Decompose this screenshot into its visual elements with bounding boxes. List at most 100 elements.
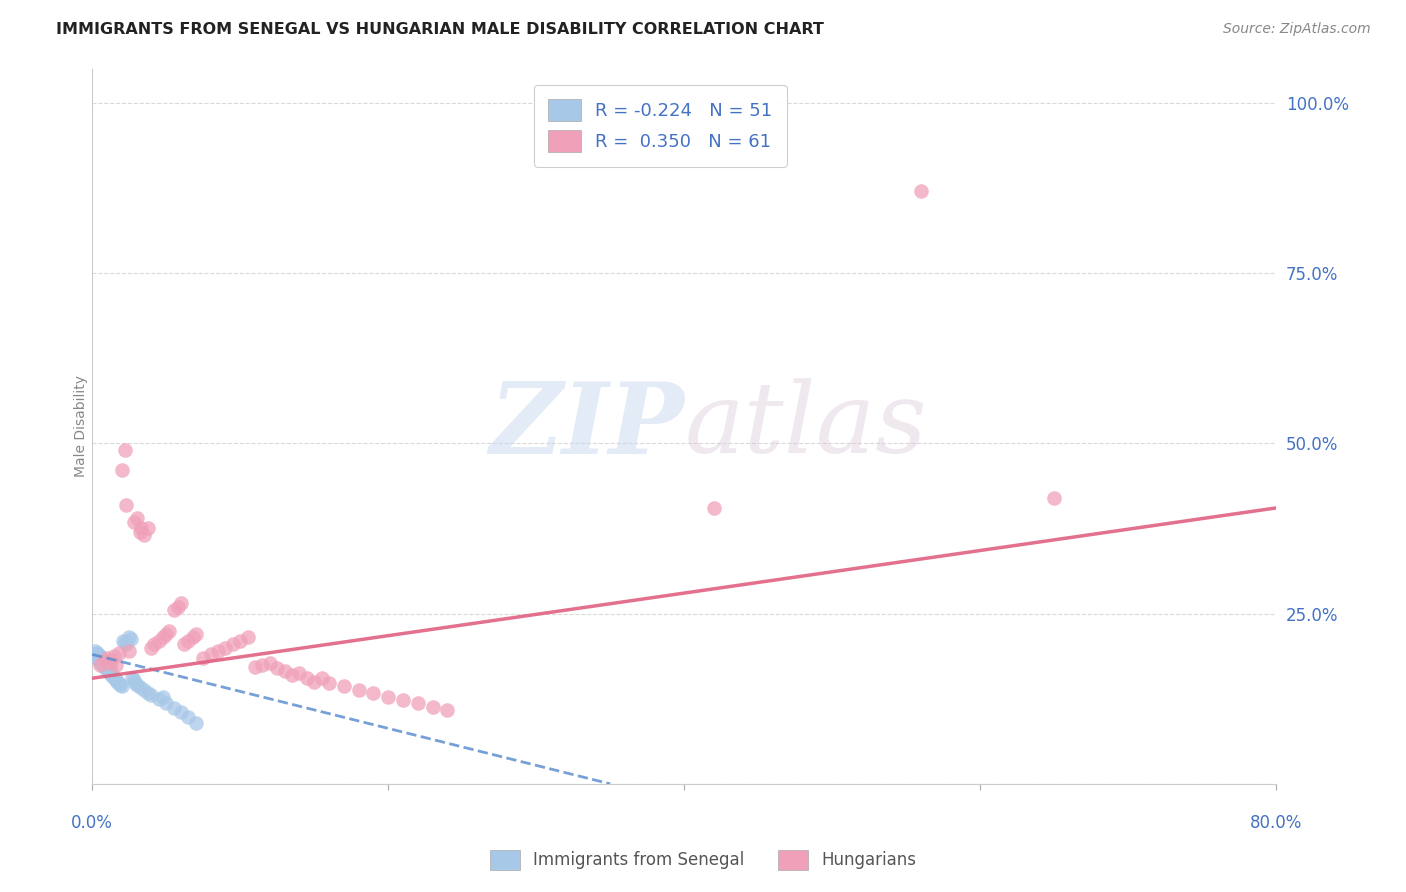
Point bbox=[100, 653, 122, 667]
Point bbox=[98, 661, 121, 675]
Point bbox=[148, 691, 170, 706]
Point bbox=[121, 671, 143, 685]
Point bbox=[200, 648, 222, 662]
Point bbox=[97, 665, 120, 679]
Point bbox=[103, 671, 125, 685]
Point bbox=[236, 631, 259, 645]
Point bbox=[84, 644, 107, 658]
Point bbox=[87, 652, 110, 666]
Point bbox=[89, 657, 111, 672]
Point bbox=[138, 521, 160, 535]
Point bbox=[138, 686, 160, 700]
Point bbox=[112, 633, 135, 648]
Point bbox=[118, 631, 141, 645]
Point bbox=[155, 627, 177, 641]
Point bbox=[89, 648, 111, 663]
Point bbox=[170, 706, 193, 720]
Point bbox=[98, 666, 121, 681]
Point bbox=[104, 657, 127, 672]
Point bbox=[86, 646, 108, 660]
Point bbox=[222, 637, 245, 651]
Point bbox=[207, 644, 229, 658]
Legend: R = -0.224   N = 51, R =  0.350   N = 61: R = -0.224 N = 51, R = 0.350 N = 61 bbox=[534, 85, 787, 167]
Point bbox=[128, 680, 150, 694]
Point bbox=[108, 676, 131, 690]
Point bbox=[184, 715, 207, 730]
Point bbox=[118, 644, 141, 658]
Point bbox=[318, 676, 340, 690]
Point bbox=[406, 697, 429, 711]
Point bbox=[162, 700, 184, 714]
Point bbox=[93, 654, 115, 668]
Point bbox=[86, 650, 108, 665]
Point bbox=[104, 673, 127, 687]
Point bbox=[125, 678, 148, 692]
Point bbox=[363, 686, 385, 700]
Point bbox=[120, 632, 142, 647]
Point bbox=[229, 633, 252, 648]
Point bbox=[155, 697, 177, 711]
Point bbox=[122, 673, 145, 688]
Point bbox=[132, 528, 155, 542]
Point bbox=[157, 624, 180, 638]
Legend: Immigrants from Senegal, Hungarians: Immigrants from Senegal, Hungarians bbox=[484, 843, 922, 877]
Point bbox=[83, 648, 105, 662]
Point bbox=[141, 640, 163, 655]
Point bbox=[132, 682, 155, 697]
Point bbox=[100, 668, 122, 682]
Point bbox=[181, 631, 204, 645]
Point bbox=[97, 659, 120, 673]
Point bbox=[98, 656, 121, 670]
Point bbox=[108, 646, 131, 660]
Point bbox=[110, 678, 132, 692]
Point bbox=[273, 665, 295, 679]
Point bbox=[94, 656, 117, 670]
Point bbox=[105, 674, 128, 689]
Point bbox=[101, 669, 124, 683]
Point bbox=[103, 648, 125, 663]
Point bbox=[436, 703, 458, 717]
Point bbox=[111, 680, 134, 694]
Point bbox=[90, 650, 112, 665]
Text: 80.0%: 80.0% bbox=[1250, 814, 1302, 832]
Point bbox=[392, 693, 415, 707]
Point bbox=[152, 631, 174, 645]
Point bbox=[266, 661, 288, 675]
Point bbox=[115, 498, 138, 512]
Point bbox=[125, 511, 148, 525]
Point bbox=[214, 640, 236, 655]
Point bbox=[128, 524, 150, 539]
Point bbox=[243, 659, 266, 673]
Point bbox=[91, 657, 114, 672]
Point bbox=[332, 680, 354, 694]
Point bbox=[295, 671, 318, 685]
Point bbox=[96, 662, 118, 676]
Y-axis label: Male Disability: Male Disability bbox=[75, 376, 89, 477]
Point bbox=[177, 633, 200, 648]
Point bbox=[87, 648, 110, 662]
Text: Source: ZipAtlas.com: Source: ZipAtlas.com bbox=[1223, 22, 1371, 37]
Point bbox=[288, 665, 311, 680]
Point bbox=[252, 657, 274, 672]
Point bbox=[124, 676, 146, 690]
Point bbox=[193, 650, 215, 665]
Point bbox=[162, 603, 184, 617]
Point bbox=[94, 661, 117, 675]
Point bbox=[170, 596, 193, 610]
Point bbox=[281, 668, 304, 682]
Point bbox=[148, 633, 170, 648]
Point bbox=[114, 443, 136, 458]
Point bbox=[96, 650, 118, 665]
Point bbox=[910, 184, 932, 198]
Point bbox=[89, 654, 111, 668]
Point bbox=[115, 637, 138, 651]
Point bbox=[152, 690, 174, 704]
Point bbox=[259, 656, 281, 670]
Point bbox=[129, 521, 152, 535]
Point bbox=[1043, 491, 1066, 505]
Point bbox=[122, 515, 145, 529]
Point bbox=[347, 682, 370, 697]
Point bbox=[93, 654, 115, 668]
Point bbox=[167, 599, 190, 614]
Point bbox=[311, 671, 333, 685]
